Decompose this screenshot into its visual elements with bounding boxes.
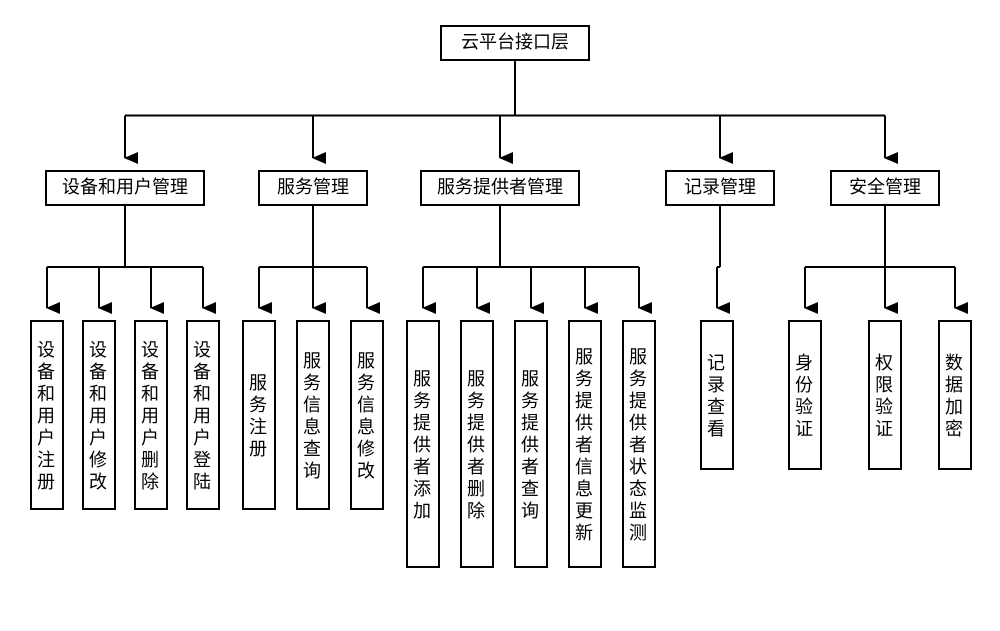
leaf-node-l14: 身份验证 <box>788 320 822 470</box>
leaf-node-l8: 服务提供者添加 <box>406 320 440 568</box>
leaf-node-l9: 服务提供者删除 <box>460 320 494 568</box>
mid-node-m3: 服务提供者管理 <box>420 170 580 206</box>
mid-node-m2: 服务管理 <box>258 170 368 206</box>
mid-node-m4: 记录管理 <box>665 170 775 206</box>
mid-node-m5: 安全管理 <box>830 170 940 206</box>
leaf-node-l4: 设备和用户登陆 <box>186 320 220 510</box>
leaf-node-l16: 数据加密 <box>938 320 972 470</box>
mid-node-m1: 设备和用户管理 <box>45 170 205 206</box>
leaf-node-l13: 记录查看 <box>700 320 734 470</box>
leaf-node-l15: 权限验证 <box>868 320 902 470</box>
leaf-node-l11: 服务提供者信息更新 <box>568 320 602 568</box>
leaf-node-l12: 服务提供者状态监测 <box>622 320 656 568</box>
leaf-node-l2: 设备和用户修改 <box>82 320 116 510</box>
leaf-node-l10: 服务提供者查询 <box>514 320 548 568</box>
root-node: 云平台接口层 <box>440 25 590 61</box>
leaf-node-l1: 设备和用户注册 <box>30 320 64 510</box>
leaf-node-l6: 服务信息查询 <box>296 320 330 510</box>
leaf-node-l7: 服务信息修改 <box>350 320 384 510</box>
leaf-node-l5: 服务注册 <box>242 320 276 510</box>
leaf-node-l3: 设备和用户删除 <box>134 320 168 510</box>
